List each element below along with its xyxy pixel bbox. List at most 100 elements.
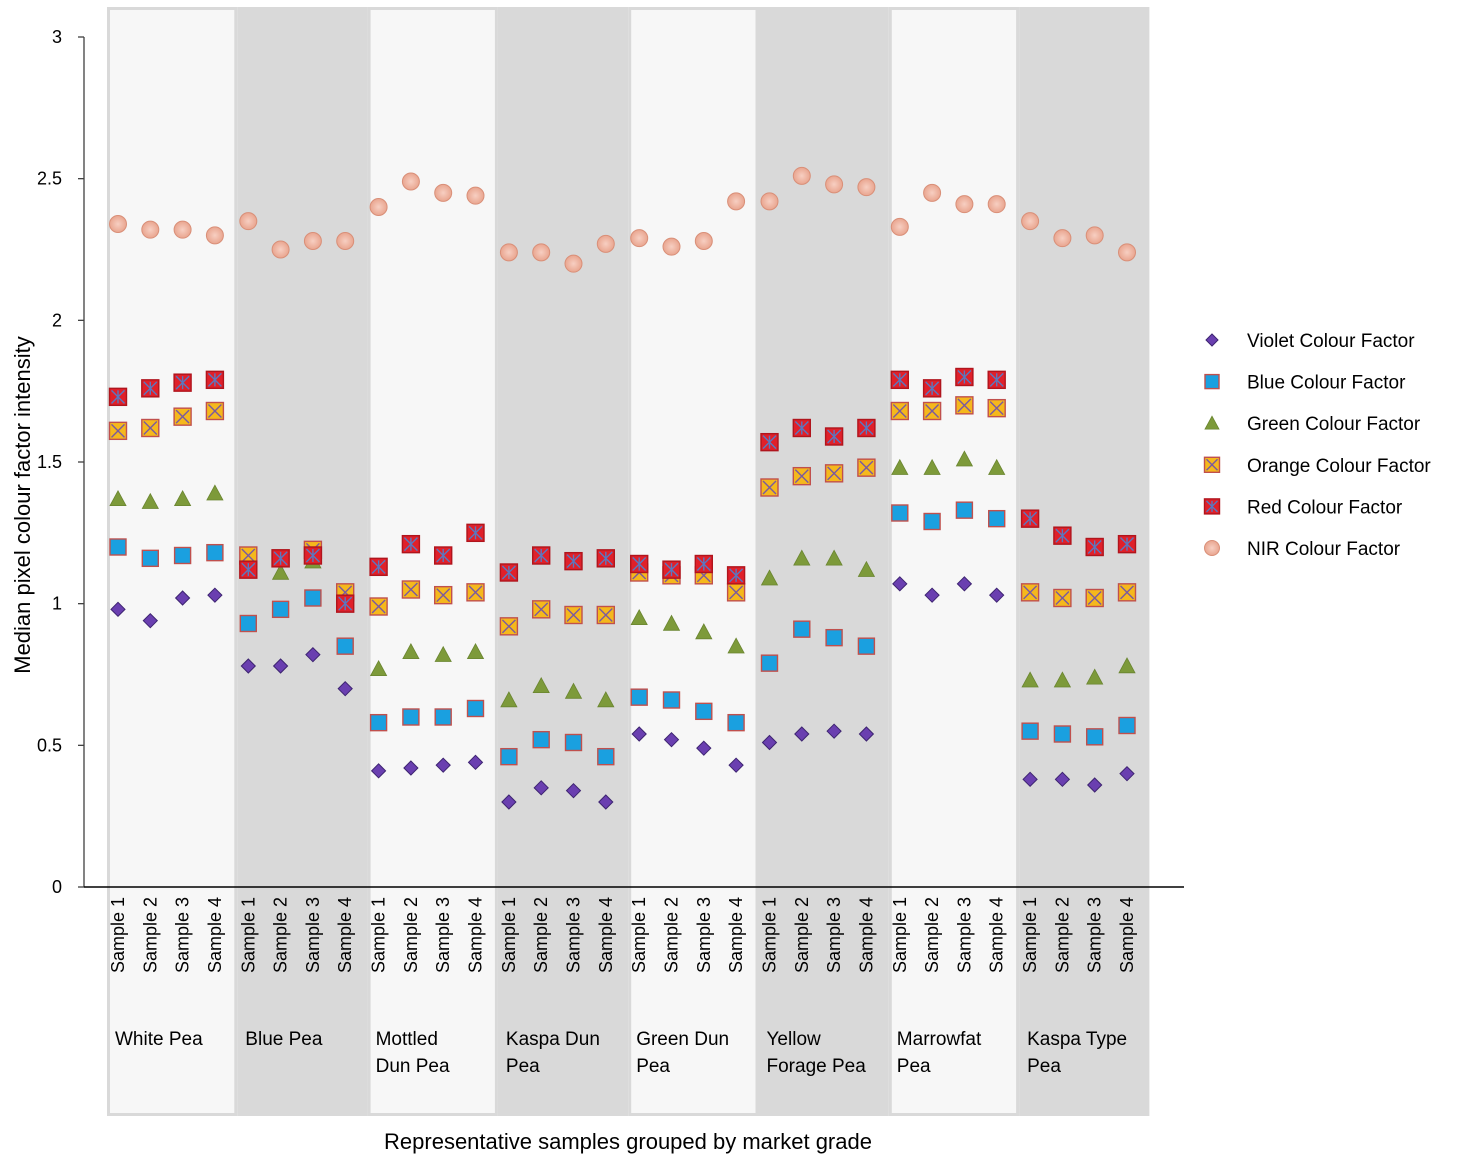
data-point bbox=[857, 418, 876, 438]
data-point bbox=[272, 658, 289, 674]
sample-label: Sample 4 bbox=[335, 897, 355, 973]
data-point bbox=[271, 563, 290, 580]
category-labels: Sample 1 Sample 2 Sample 3 Sample 4 Sample 1… bbox=[108, 897, 1137, 1077]
data-point bbox=[402, 642, 420, 660]
data-point bbox=[955, 396, 974, 415]
data-point bbox=[434, 546, 453, 565]
data-point bbox=[336, 232, 355, 250]
data-point bbox=[1053, 671, 1072, 688]
x-axis-title: Representative samples grouped by market… bbox=[384, 1129, 872, 1154]
group-label: Blue Pea bbox=[245, 1029, 323, 1050]
data-point bbox=[141, 492, 159, 509]
data-point bbox=[369, 597, 388, 616]
sample-label: Sample 4 bbox=[596, 897, 616, 973]
data-point bbox=[857, 458, 876, 477]
legend-label: Orange Colour Factor bbox=[1247, 456, 1431, 477]
series-blue-colour-factor bbox=[109, 501, 1136, 766]
data-point bbox=[173, 489, 192, 507]
data-point bbox=[1021, 722, 1039, 740]
data-point bbox=[239, 546, 258, 565]
data-point bbox=[466, 523, 485, 543]
data-point bbox=[857, 560, 876, 577]
data-point bbox=[369, 659, 388, 677]
data-point bbox=[434, 645, 452, 662]
series-violet-colour-factor bbox=[110, 576, 1135, 810]
data-point bbox=[695, 702, 713, 721]
sample-label: Sample 1 bbox=[108, 897, 128, 973]
data-points bbox=[108, 166, 1137, 810]
data-point bbox=[694, 554, 713, 574]
data-point bbox=[205, 370, 225, 390]
data-point bbox=[173, 546, 192, 565]
data-point bbox=[695, 623, 713, 640]
data-point bbox=[564, 682, 583, 699]
y-tick-label: 0.5 bbox=[37, 735, 62, 755]
data-point bbox=[922, 379, 942, 398]
data-point bbox=[955, 195, 974, 214]
data-point bbox=[500, 747, 518, 766]
data-point bbox=[434, 708, 452, 726]
data-point bbox=[533, 780, 549, 796]
data-point bbox=[305, 646, 321, 663]
data-point bbox=[694, 232, 713, 250]
data-point bbox=[662, 237, 681, 256]
data-point bbox=[403, 760, 419, 776]
sample-label: Sample 4 bbox=[987, 897, 1007, 973]
data-point bbox=[370, 763, 387, 779]
data-point bbox=[597, 691, 615, 708]
data-point bbox=[663, 731, 680, 748]
y-tick-label: 1.5 bbox=[37, 452, 62, 472]
data-point bbox=[564, 551, 583, 571]
data-point bbox=[1020, 509, 1040, 528]
data-point bbox=[1021, 671, 1039, 688]
data-point bbox=[923, 512, 941, 531]
data-point bbox=[662, 691, 681, 709]
data-point bbox=[760, 569, 779, 586]
sample-label: Sample 2 bbox=[922, 897, 942, 973]
data-point bbox=[696, 740, 712, 756]
data-point bbox=[726, 583, 746, 602]
group-label: Kaspa Dun bbox=[506, 1029, 600, 1050]
data-point bbox=[596, 605, 615, 625]
data-point bbox=[924, 587, 940, 603]
data-point bbox=[532, 600, 551, 619]
data-point bbox=[955, 367, 974, 387]
legend-item: Green Colour Factor bbox=[1204, 414, 1421, 435]
data-point bbox=[792, 418, 811, 438]
axes: 0 0.5 1 1.5 2 2.5 3 bbox=[37, 27, 1184, 897]
data-point bbox=[173, 373, 192, 392]
legend-item: Blue Colour Factor bbox=[1204, 373, 1406, 394]
data-point bbox=[1054, 771, 1071, 788]
legend-label: Green Colour Factor bbox=[1247, 414, 1421, 435]
data-point bbox=[401, 534, 421, 554]
data-point bbox=[824, 427, 844, 446]
data-point bbox=[727, 713, 745, 732]
series-nir-colour-factor bbox=[109, 166, 1136, 273]
legend-marker bbox=[1204, 373, 1220, 390]
data-point bbox=[110, 601, 126, 618]
data-point bbox=[369, 713, 388, 732]
data-point bbox=[173, 407, 192, 426]
sample-label: Sample 2 bbox=[401, 897, 421, 973]
legend-marker bbox=[1204, 540, 1220, 556]
data-point bbox=[727, 637, 745, 654]
data-point bbox=[760, 192, 779, 211]
y-tick-label: 3 bbox=[52, 27, 62, 47]
data-point bbox=[435, 757, 451, 773]
sample-label: Sample 2 bbox=[662, 897, 682, 973]
y-tick-label: 0 bbox=[52, 877, 62, 897]
data-point bbox=[597, 747, 615, 766]
data-point bbox=[890, 370, 909, 390]
data-point bbox=[466, 642, 485, 660]
data-point bbox=[630, 608, 648, 626]
data-point bbox=[1086, 777, 1103, 793]
sample-label: Sample 3 bbox=[1085, 897, 1105, 973]
data-point bbox=[532, 730, 550, 749]
data-point bbox=[825, 175, 844, 194]
data-point bbox=[500, 691, 518, 708]
data-point bbox=[1086, 668, 1104, 685]
data-point bbox=[630, 229, 649, 248]
data-point bbox=[988, 509, 1006, 528]
group-band bbox=[891, 10, 1017, 1113]
